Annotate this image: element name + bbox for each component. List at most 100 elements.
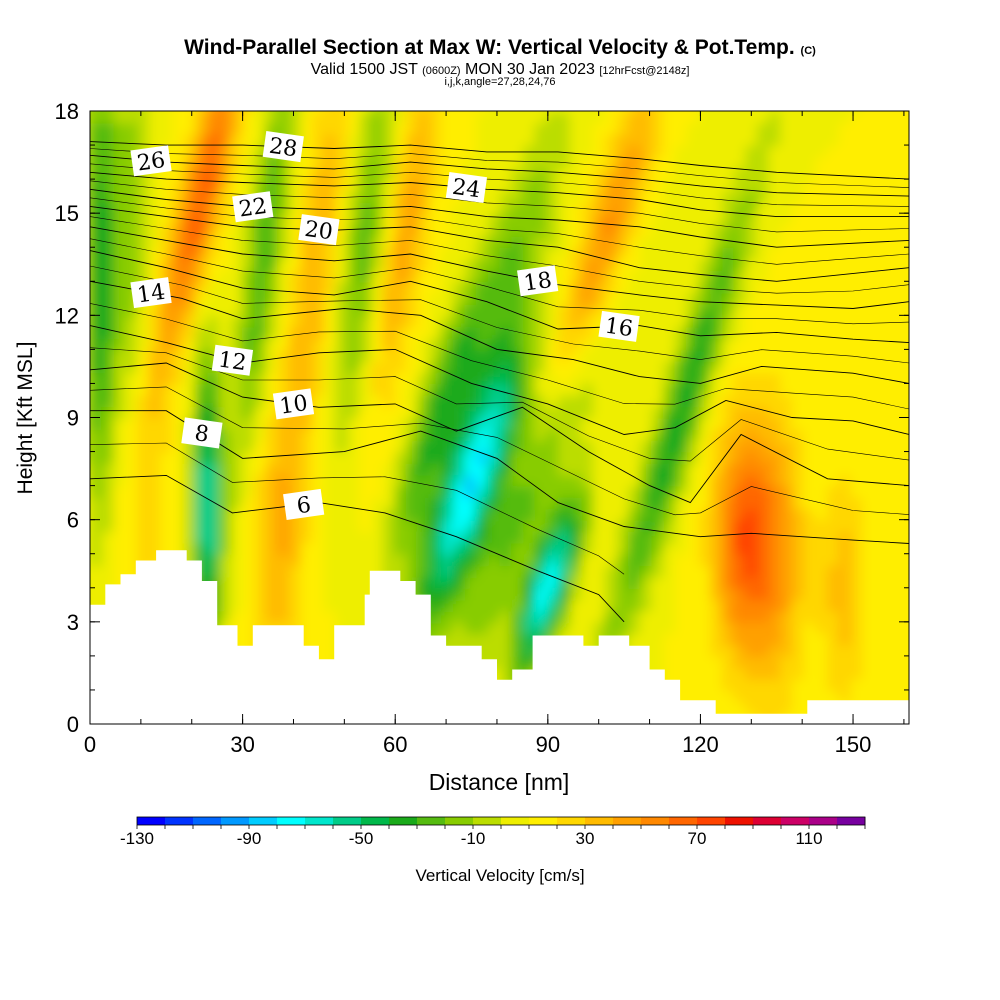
- velocity-cells: [90, 111, 909, 724]
- theta-contour: [90, 216, 909, 294]
- contour-label-text: 24: [451, 175, 482, 204]
- theta-contour: [90, 386, 909, 516]
- colorbar-swatch: [417, 817, 446, 825]
- colorbar-swatch: [809, 817, 838, 825]
- colorbar-swatch: [361, 817, 390, 825]
- theta-contour: [90, 148, 909, 188]
- contour-label: 28: [262, 131, 304, 163]
- colorbar-swatch: [837, 817, 866, 825]
- contour-label: 6: [283, 488, 325, 520]
- colorbar-swatch: [529, 817, 558, 825]
- terrain: [90, 550, 909, 724]
- contour-label-text: 8: [193, 421, 210, 448]
- x-tick-label: 120: [682, 732, 719, 757]
- y-axis-label: Height [Kft MSL]: [14, 342, 37, 495]
- contour-label: 18: [517, 265, 559, 297]
- colorbar-swatch: [277, 817, 306, 825]
- terrain-fill: [90, 550, 909, 724]
- vertical-velocity-field: [90, 111, 909, 724]
- y-tick-label: 3: [67, 610, 79, 635]
- colorbar: -130 -90 -50 -10 30 70 110: [120, 816, 866, 848]
- theta-contour: [90, 180, 909, 233]
- contour-label: 10: [272, 388, 315, 420]
- colorbar-swatch: [669, 817, 698, 825]
- y-tick-label: 12: [55, 303, 79, 328]
- colorbar-tick-label: -130: [120, 829, 154, 848]
- contour-label-text: 22: [237, 194, 268, 223]
- colorbar-tick-label: -50: [349, 829, 374, 848]
- x-tick-label: 60: [383, 732, 407, 757]
- contour-label-text: 16: [603, 314, 634, 343]
- colorbar-swatch: [781, 817, 810, 825]
- theta-contour: [90, 205, 909, 282]
- colorbar-label: Vertical Velocity [cm/s]: [415, 866, 584, 885]
- contour-label: 8: [181, 417, 223, 449]
- colorbar-swatch: [193, 817, 222, 825]
- contour-labels: 6 8 10 12 14 16 18 20 22 24 26 28: [130, 131, 640, 520]
- theta-contour: [90, 442, 625, 575]
- contour-label: 14: [130, 277, 172, 309]
- colorbar-swatch: [753, 817, 782, 825]
- chart-valid-time: Valid 1500 JST (0600Z) MON 30 Jan 2023 […: [310, 61, 690, 78]
- colorbar-swatch: [501, 817, 530, 825]
- chart-indices: i,j,k,angle=27,28,24,76: [444, 76, 556, 88]
- contour-label-text: 6: [295, 493, 312, 520]
- colorbar-swatch: [641, 817, 670, 825]
- colorbar-swatch: [137, 817, 166, 825]
- colorbar-tick-label: 30: [576, 829, 595, 848]
- theta-contour: [90, 362, 909, 504]
- colorbar-tick-label: 70: [688, 829, 707, 848]
- y-tick-label: 18: [55, 99, 79, 124]
- colorbar-swatch: [557, 817, 586, 825]
- theta-contour: [90, 250, 909, 344]
- x-tick-label: 150: [835, 732, 872, 757]
- x-axis-label: Distance [nm]: [429, 769, 570, 795]
- contour-label: 20: [298, 214, 340, 246]
- x-tick-label: 90: [536, 732, 560, 757]
- theta-contour: [90, 238, 909, 325]
- contour-label: 12: [211, 344, 254, 376]
- theta-contour: [90, 171, 909, 218]
- colorbar-swatch: [697, 817, 726, 825]
- colorbar-swatch: [165, 817, 194, 825]
- colorbar-swatch: [725, 817, 754, 825]
- contour-label-text: 10: [278, 391, 309, 420]
- colorbar-swatch: [249, 817, 278, 825]
- y-tick-label: 9: [67, 406, 79, 431]
- theta-contour: [90, 280, 909, 384]
- colorbar-swatch: [221, 817, 250, 825]
- colorbar-swatch: [445, 817, 474, 825]
- contour-label-text: 18: [522, 268, 553, 297]
- theta-contour: [90, 188, 909, 248]
- theta-contour: [90, 303, 909, 410]
- theta-contour: [90, 347, 909, 462]
- contour-label-text: 28: [267, 134, 298, 163]
- contour-label-text: 26: [136, 148, 167, 177]
- chart-title: Wind-Parallel Section at Max W: Vertical…: [184, 36, 816, 59]
- theta-contour: [90, 265, 909, 364]
- contour-label-text: 14: [136, 280, 167, 309]
- theta-contour: [90, 197, 909, 265]
- axes: 0 30 60 90 120 150 0 3 6 9 12 15 18: [55, 99, 909, 757]
- theta-contour: [90, 474, 625, 623]
- colorbar-swatch: [333, 817, 362, 825]
- contour-label: 26: [130, 145, 172, 177]
- colorbar-tick-label: 110: [795, 829, 822, 848]
- theta-contour: [90, 154, 909, 197]
- contour-label-text: 20: [303, 217, 334, 246]
- colorbar-swatch: [305, 817, 334, 825]
- colorbar-swatch: [585, 817, 614, 825]
- y-tick-label: 6: [67, 508, 79, 533]
- colorbar-swatch: [473, 817, 502, 825]
- y-tick-label: 0: [67, 712, 79, 737]
- x-tick-label: 0: [84, 732, 96, 757]
- colorbar-tick-label: -90: [237, 829, 262, 848]
- y-tick-label: 15: [55, 201, 79, 226]
- colorbar-tick-label: -10: [461, 829, 486, 848]
- contour-label-text: 12: [217, 347, 248, 376]
- contour-label: 22: [232, 191, 274, 223]
- colorbar-swatch: [389, 817, 418, 825]
- theta-contour: [90, 141, 909, 180]
- contour-label: 24: [445, 171, 488, 204]
